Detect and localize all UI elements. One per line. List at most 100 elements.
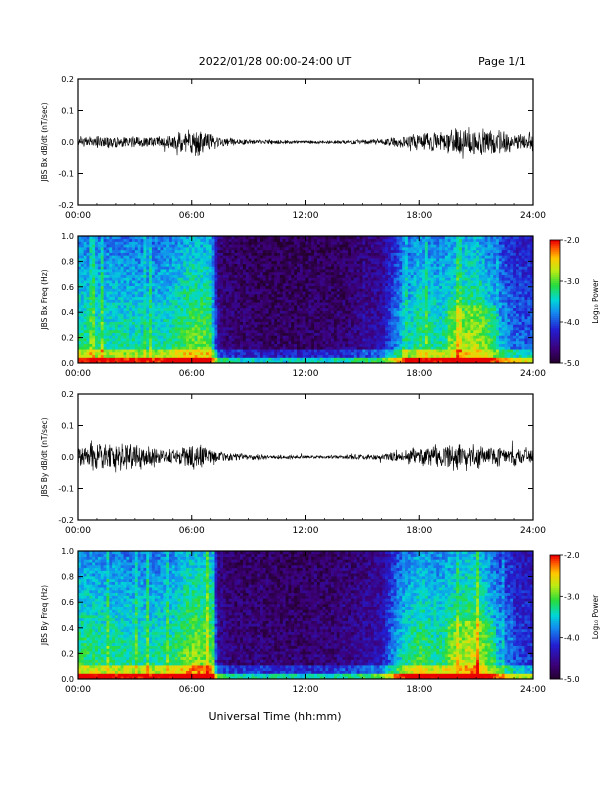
- bx-spectrogram-heat-cell: [97, 291, 102, 295]
- bx-spectrogram-heat-cell: [291, 288, 295, 292]
- bx-spectrogram-heat-cell: [103, 327, 107, 331]
- bx-spectrogram-heat-cell: [100, 360, 104, 364]
- bx-spectrogram-heat-cell: [331, 327, 335, 331]
- bx-spectrogram-heat-cell: [248, 354, 252, 358]
- bx-spectrogram-heat-cell: [208, 288, 212, 292]
- bx-spectrogram-heat-cell: [132, 360, 136, 364]
- bx-spectrogram-heat-cell: [160, 354, 164, 358]
- bx-spectrogram-heat-cell: [114, 255, 119, 259]
- bx-spectrogram-heat-cell: [220, 357, 224, 361]
- bx-spectrogram-heat-cell: [80, 351, 85, 356]
- bx-spectrogram-heat-cell: [166, 291, 170, 295]
- bx-spectrogram-heat-cell: [331, 357, 335, 361]
- bx-spectrogram-heat-cell: [149, 357, 153, 361]
- bx-spectrogram-heat-cell: [359, 282, 363, 287]
- bx-spectrogram-heat-cell: [194, 291, 198, 295]
- bx-spectrogram-heat-cell: [345, 296, 349, 300]
- bx-spectrogram-heat-cell: [302, 318, 306, 322]
- bx-spectrogram-heat-cell: [126, 316, 130, 320]
- bx-spectrogram-heat-cell: [186, 280, 190, 284]
- bx-spectrogram-heat-cell: [348, 349, 352, 353]
- bx-spectrogram-heat-cell: [237, 351, 241, 356]
- bx-spectrogram-heat-cell: [217, 241, 221, 245]
- bx-spectrogram-heat-cell: [356, 349, 360, 353]
- bx-spectrogram-heat-cell: [234, 318, 238, 322]
- bx-spectrogram-heat-cell: [177, 327, 181, 331]
- bx-spectrogram-heat-cell: [174, 244, 178, 248]
- bx-spectrogram-heat-cell: [322, 266, 326, 270]
- bx-spectrogram-heat-cell: [180, 266, 184, 270]
- bx-spectrogram-heat-cell: [254, 327, 258, 331]
- bx-spectrogram-heat-cell: [282, 310, 286, 314]
- bx-spectrogram-heat-cell: [268, 349, 272, 353]
- bx-spectrogram-heat-cell: [117, 310, 121, 314]
- bx-spectrogram-heat-cell: [351, 280, 355, 284]
- bx-spectrogram-heat-cell: [237, 277, 241, 281]
- bx-spectrogram-heat-cell: [126, 274, 130, 278]
- bx-spectrogram-heat-cell: [245, 346, 249, 350]
- bx-spectrogram-heat-cell: [242, 329, 247, 333]
- bx-spectrogram-heat-cell: [240, 280, 244, 284]
- bx-spectrogram-heat-cell: [368, 252, 372, 256]
- bx-spectrogram-heat-cell: [359, 252, 363, 256]
- bx-spectrogram-heat-cell: [92, 313, 96, 317]
- bx-spectrogram-heat-cell: [316, 266, 321, 270]
- bx-spectrogram-heat-cell: [163, 277, 167, 281]
- bx-spectrogram-heat-cell: [305, 357, 309, 361]
- bx-spectrogram-heat-cell: [157, 247, 161, 251]
- bx-spectrogram-heat-cell: [123, 340, 127, 345]
- bx-spectrogram-heat-cell: [137, 236, 141, 240]
- bx-spectrogram-heat-cell: [314, 263, 318, 267]
- bx-spectrogram-heat-cell: [305, 313, 309, 317]
- bx-spectrogram-heat-cell: [271, 236, 275, 240]
- bx-spectrogram-heat-cell: [333, 260, 338, 264]
- bx-spectrogram-heat-cell: [353, 241, 358, 245]
- bx-spectrogram-heat-cell: [117, 260, 121, 264]
- bx-spectrogram-heat-cell: [328, 349, 332, 353]
- bx-spectrogram-heat-cell: [282, 280, 286, 284]
- bx-spectrogram-heat-cell: [225, 258, 230, 262]
- bx-spectrogram-heat-cell: [265, 332, 269, 336]
- bx-spectrogram-heat-cell: [151, 313, 156, 317]
- bx-spectrogram-heat-cell: [308, 238, 312, 242]
- bx-spectrogram-heat-cell: [217, 285, 221, 289]
- bx-spectrogram-heat-cell: [132, 310, 136, 314]
- bx-spectrogram-heat-cell: [100, 252, 104, 256]
- bx-spectrogram-heat-cell: [265, 280, 269, 284]
- bx-spectrogram-heat-cell: [302, 299, 306, 303]
- bx-spectrogram-heat-cell: [169, 282, 173, 287]
- bx-spectrogram-heat-cell: [231, 307, 235, 311]
- bx-spectrogram-heat-cell: [146, 296, 150, 300]
- bx-spectrogram-heat-cell: [177, 351, 181, 356]
- bx-spectrogram-heat-cell: [225, 346, 230, 350]
- bx-spectrogram-heat-cell: [225, 343, 230, 347]
- bx-spectrogram-heat-cell: [257, 269, 261, 273]
- bx-spectrogram-heat-cell: [171, 269, 176, 273]
- bx-spectrogram-heat-cell: [351, 255, 355, 259]
- bx-spectrogram-heat-cell: [109, 282, 113, 287]
- bx-spectrogram-heat-cell: [106, 354, 110, 358]
- bx-spectrogram-heat-cell: [240, 285, 244, 289]
- bx-spectrogram-heat-cell: [262, 274, 267, 278]
- bx-spectrogram-heat-cell: [223, 249, 227, 253]
- bx-spectrogram-heat-cell: [251, 258, 255, 262]
- bx-spectrogram-heat-cell: [268, 343, 272, 347]
- bx-spectrogram-heat-cell: [262, 357, 267, 361]
- bx-spectrogram-heat-cell: [353, 321, 358, 325]
- bx-spectrogram-heat-cell: [242, 285, 247, 289]
- bx-spectrogram-heat-cell: [339, 247, 343, 251]
- bx-spectrogram-heat-cell: [279, 280, 284, 284]
- bx-spectrogram-heat-cell: [331, 296, 335, 300]
- bx-spectrogram-heat-cell: [345, 305, 349, 309]
- bx-spectrogram-heat-cell: [134, 260, 139, 264]
- bx-spectrogram-heat-cell: [348, 269, 352, 273]
- bx-spectrogram-heat-cell: [308, 252, 312, 256]
- bx-spectrogram-heat-cell: [97, 305, 102, 309]
- bx-spectrogram-heat-cell: [109, 324, 113, 328]
- bx-spectrogram-heat-cell: [262, 299, 267, 303]
- bx-spectrogram-heat-cell: [325, 349, 329, 353]
- bx-spectrogram-heat-cell: [328, 327, 332, 331]
- bx-spectrogram-heat-cell: [103, 343, 107, 347]
- bx-spectrogram-heat-cell: [319, 291, 323, 295]
- bx-spectrogram-heat-cell: [368, 332, 372, 336]
